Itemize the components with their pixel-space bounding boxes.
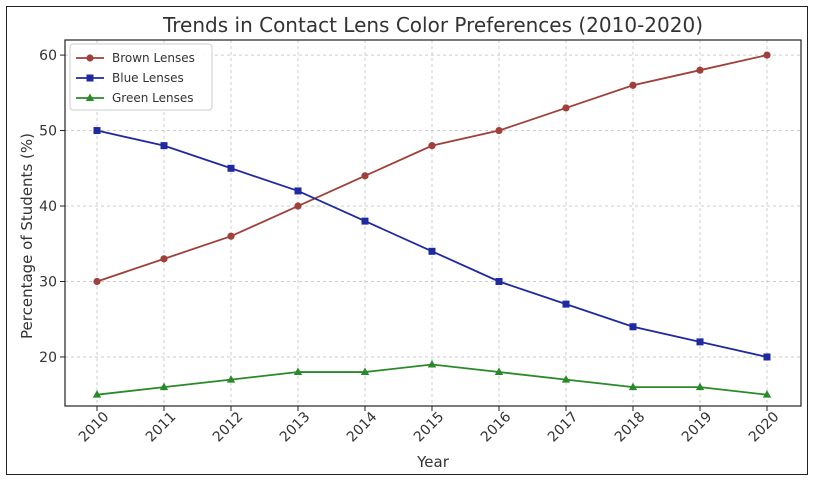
legend-label: Blue Lenses	[112, 71, 184, 85]
data-point-brown-lenses	[763, 51, 771, 59]
data-point-blue-lenses	[495, 277, 503, 285]
legend-marker	[86, 74, 94, 82]
data-point-blue-lenses	[294, 187, 302, 195]
x-axis-title: Year	[416, 453, 450, 471]
data-point-blue-lenses	[696, 338, 704, 346]
y-tick-label: 50	[39, 124, 57, 140]
data-point-blue-lenses	[763, 353, 771, 361]
data-point-brown-lenses	[629, 81, 637, 89]
y-tick-label: 40	[39, 199, 57, 215]
data-point-brown-lenses	[361, 172, 369, 180]
y-axis-title: Percentage of Students (%)	[18, 133, 36, 339]
legend-item-blue-lenses: Blue Lenses	[76, 71, 184, 85]
x-tick-label: 2014	[344, 409, 381, 446]
series-blue-lenses	[93, 127, 771, 361]
series-green-lenses	[92, 359, 772, 398]
data-point-green-lenses	[762, 390, 772, 398]
data-point-blue-lenses	[227, 164, 235, 172]
data-point-blue-lenses	[160, 142, 168, 150]
data-point-brown-lenses	[428, 142, 436, 150]
data-point-green-lenses	[226, 375, 236, 383]
data-point-brown-lenses	[495, 126, 503, 135]
x-tick-label: 2012	[210, 409, 247, 446]
data-point-brown-lenses	[696, 66, 704, 74]
series-layer	[92, 51, 772, 398]
x-tick-label: 2019	[679, 409, 716, 446]
data-point-green-lenses	[427, 359, 437, 368]
x-tick-label: 2018	[612, 409, 649, 446]
data-point-green-lenses	[360, 367, 370, 376]
x-tick-label: 2015	[411, 409, 448, 446]
data-point-blue-lenses	[629, 323, 637, 331]
x-tick-label: 2013	[277, 409, 314, 446]
x-axis-ticks: 2010 2011 2012 2013 2014 2015 2016 2017 2018 2019…	[76, 406, 783, 446]
legend-label: Green Lenses	[112, 91, 194, 105]
data-point-brown-lenses	[562, 104, 570, 112]
plot-area	[64, 39, 802, 407]
data-point-blue-lenses	[562, 300, 570, 308]
x-tick-label: 2011	[143, 409, 180, 446]
y-axis-ticks: 20 30 40 50 60	[39, 48, 65, 366]
y-tick-label: 30	[39, 274, 57, 290]
data-point-green-lenses	[695, 382, 705, 391]
data-point-green-lenses	[494, 367, 504, 376]
legend-box	[69, 43, 213, 111]
x-tick-label: 2016	[478, 409, 515, 446]
data-point-brown-lenses	[294, 202, 302, 210]
x-tick-label: 2020	[746, 409, 783, 446]
legend-marker	[85, 93, 95, 101]
legend-label: Brown Lenses	[112, 51, 195, 65]
y-tick-label: 20	[39, 350, 57, 366]
data-point-blue-lenses	[428, 247, 436, 255]
data-point-brown-lenses	[93, 277, 101, 286]
data-point-green-lenses	[628, 382, 638, 391]
data-point-green-lenses	[293, 367, 303, 376]
legend: Brown Lenses Blue Lenses Green Lenses	[69, 43, 213, 111]
data-point-green-lenses	[159, 382, 169, 391]
series-brown-lenses	[93, 51, 771, 286]
data-point-green-lenses	[561, 375, 571, 383]
y-tick-label: 60	[39, 48, 57, 64]
x-tick-label: 2010	[76, 409, 113, 446]
x-tick-label: 2017	[545, 409, 582, 446]
data-point-blue-lenses	[361, 217, 369, 225]
data-point-brown-lenses	[160, 255, 168, 263]
data-point-green-lenses	[92, 390, 102, 398]
legend-marker	[86, 54, 94, 62]
legend-item-brown-lenses: Brown Lenses	[76, 51, 195, 65]
chart-title: Trends in Contact Lens Color Preferences…	[162, 13, 703, 37]
data-point-brown-lenses	[227, 232, 235, 240]
data-point-blue-lenses	[93, 127, 101, 135]
legend-item-green-lenses: Green Lenses	[76, 91, 194, 105]
